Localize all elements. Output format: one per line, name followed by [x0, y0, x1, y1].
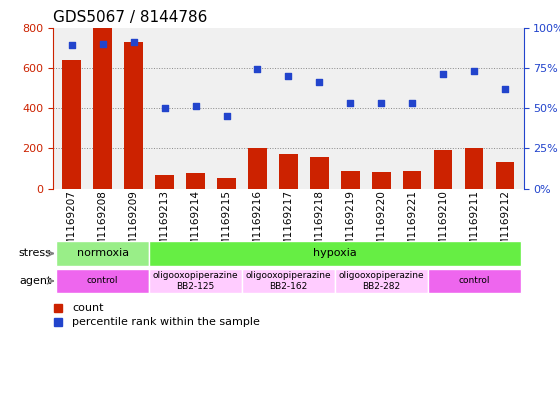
- Point: [501, 86, 510, 92]
- Text: oligooxopiperazine
BB2-125: oligooxopiperazine BB2-125: [153, 271, 239, 291]
- Point: [377, 100, 386, 107]
- Text: oligooxopiperazine
BB2-162: oligooxopiperazine BB2-162: [246, 271, 331, 291]
- Bar: [124, 42, 143, 189]
- Point: [98, 40, 107, 47]
- Point: [438, 71, 447, 77]
- FancyBboxPatch shape: [242, 269, 335, 293]
- Text: percentile rank within the sample: percentile rank within the sample: [72, 317, 260, 327]
- Point: [346, 100, 355, 107]
- FancyBboxPatch shape: [57, 241, 149, 266]
- Bar: [248, 148, 267, 189]
- Bar: [217, 178, 236, 189]
- Point: [470, 68, 479, 74]
- Point: [67, 42, 76, 48]
- Text: control: control: [87, 277, 119, 285]
- Text: normoxia: normoxia: [77, 248, 129, 259]
- Point: [222, 113, 231, 119]
- Point: [160, 105, 169, 111]
- FancyBboxPatch shape: [149, 241, 520, 266]
- Bar: [496, 162, 514, 189]
- FancyBboxPatch shape: [335, 269, 428, 293]
- Text: count: count: [72, 303, 104, 313]
- Point: [408, 100, 417, 107]
- Bar: [465, 148, 483, 189]
- Text: oligooxopiperazine
BB2-282: oligooxopiperazine BB2-282: [338, 271, 424, 291]
- Text: agent: agent: [19, 276, 52, 286]
- Bar: [94, 28, 112, 189]
- Bar: [63, 60, 81, 189]
- Bar: [279, 154, 298, 189]
- Text: hypoxia: hypoxia: [313, 248, 357, 259]
- Text: stress: stress: [19, 248, 52, 259]
- FancyBboxPatch shape: [149, 269, 242, 293]
- Bar: [155, 175, 174, 189]
- Point: [191, 103, 200, 110]
- FancyBboxPatch shape: [57, 269, 149, 293]
- Bar: [434, 150, 452, 189]
- Bar: [186, 173, 205, 189]
- Bar: [372, 172, 390, 189]
- Point: [284, 73, 293, 79]
- Point: [253, 66, 262, 73]
- Text: GDS5067 / 8144786: GDS5067 / 8144786: [53, 10, 208, 25]
- Bar: [341, 171, 360, 189]
- Bar: [403, 171, 422, 189]
- FancyBboxPatch shape: [428, 269, 520, 293]
- Text: control: control: [458, 277, 490, 285]
- Point: [129, 39, 138, 45]
- Point: [315, 79, 324, 85]
- Bar: [310, 158, 329, 189]
